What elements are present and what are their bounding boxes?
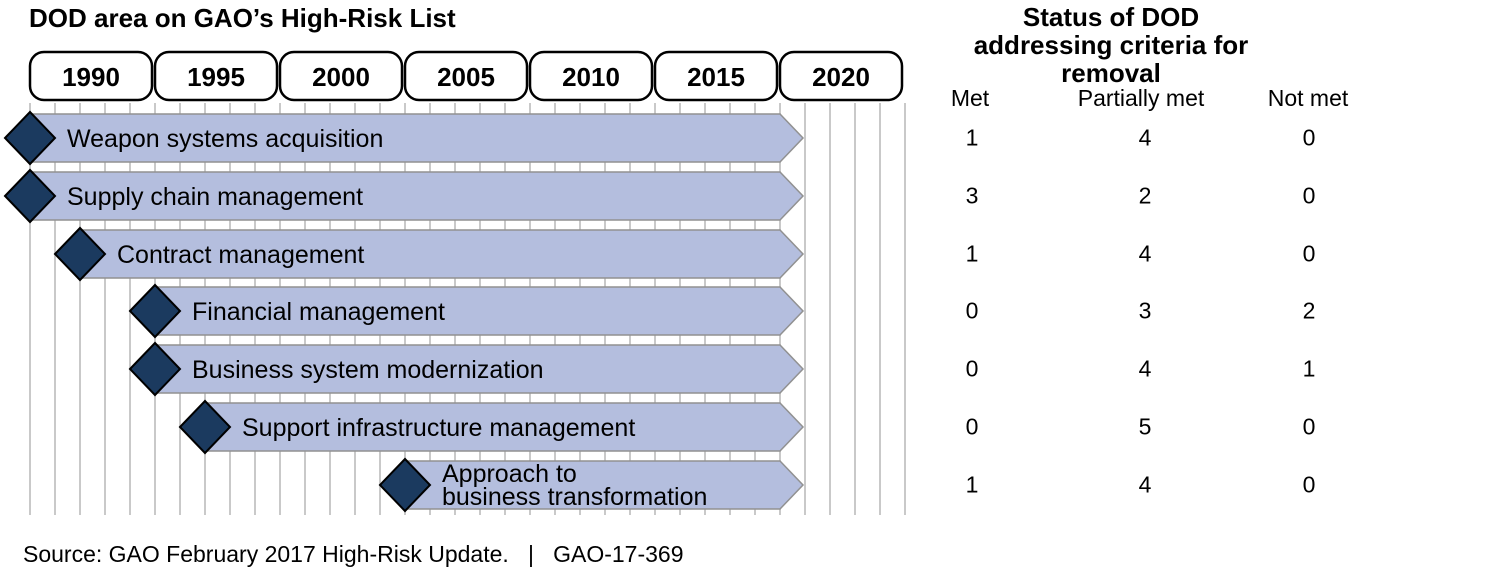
partially-met-count: 4 [1138, 471, 1152, 498]
not-met-count: 0 [1302, 240, 1316, 267]
year-box-label: 2015 [687, 62, 745, 92]
year-box [528, 50, 654, 102]
year-box-label: 2005 [437, 62, 495, 92]
met-count: 1 [965, 471, 979, 498]
year-box [778, 50, 904, 102]
start-year-diamond [53, 226, 107, 282]
year-box-label: 2020 [812, 62, 870, 92]
met-count: 1 [965, 240, 979, 267]
not-met-count: 0 [1302, 413, 1316, 440]
status-table-title-line2: addressing criteria for removal [973, 30, 1249, 88]
year-box [403, 50, 529, 102]
status-table-title-line1: Status of DOD [1022, 2, 1200, 32]
met-count: 3 [965, 182, 979, 209]
risk-area-label: business transformation [442, 483, 707, 511]
start-year-diamond [3, 110, 57, 166]
chart-title: DOD area on GAO’s High-Risk List [29, 3, 456, 33]
status-column-header: Not met [1267, 85, 1349, 111]
source-note: Source: GAO February 2017 High-Risk Upda… [23, 541, 684, 567]
risk-area-label: Financial management [192, 298, 445, 326]
met-count: 1 [965, 124, 979, 151]
risk-area-label: Weapon systems acquisition [67, 125, 383, 153]
met-count: 0 [965, 413, 979, 440]
risk-area-label: Approach to [442, 460, 577, 488]
year-box [653, 50, 779, 102]
not-met-count: 2 [1302, 297, 1316, 324]
not-met-count: 0 [1302, 124, 1316, 151]
year-box [153, 50, 279, 102]
start-year-diamond [128, 341, 182, 397]
start-year-diamond [128, 283, 182, 339]
risk-area-label: Contract management [117, 241, 364, 269]
risk-area-label: Support infrastructure management [242, 414, 635, 442]
timeline-chart: 1990 1995 2000 2005 2010 2015 2020 Weapon syste… [3, 50, 906, 515]
start-year-diamond [3, 168, 57, 224]
partially-met-count: 3 [1138, 297, 1152, 324]
partially-met-count: 4 [1138, 240, 1152, 267]
not-met-count: 1 [1302, 355, 1316, 382]
partially-met-count: 4 [1138, 355, 1152, 382]
risk-area-label: Supply chain management [67, 183, 363, 211]
risk-area-label: Business system modernization [192, 356, 544, 384]
status-table-title: Status of DOD addressing criteria for re… [925, 3, 1297, 87]
status-column-header: Partially met [1077, 85, 1205, 111]
partially-met-count: 5 [1138, 413, 1152, 440]
met-count: 0 [965, 355, 979, 382]
year-box-label: 2000 [312, 62, 370, 92]
met-count: 0 [965, 297, 979, 324]
year-box-label: 1995 [187, 62, 245, 92]
not-met-count: 0 [1302, 182, 1316, 209]
status-column-header: Met [950, 85, 990, 111]
year-box-label: 1990 [62, 62, 120, 92]
partially-met-count: 4 [1138, 124, 1152, 151]
not-met-count: 0 [1302, 471, 1316, 498]
start-year-diamond [378, 457, 432, 513]
year-box [278, 50, 404, 102]
year-box [28, 50, 154, 102]
year-box-label: 2010 [562, 62, 620, 92]
partially-met-count: 2 [1138, 182, 1152, 209]
start-year-diamond [178, 399, 232, 455]
